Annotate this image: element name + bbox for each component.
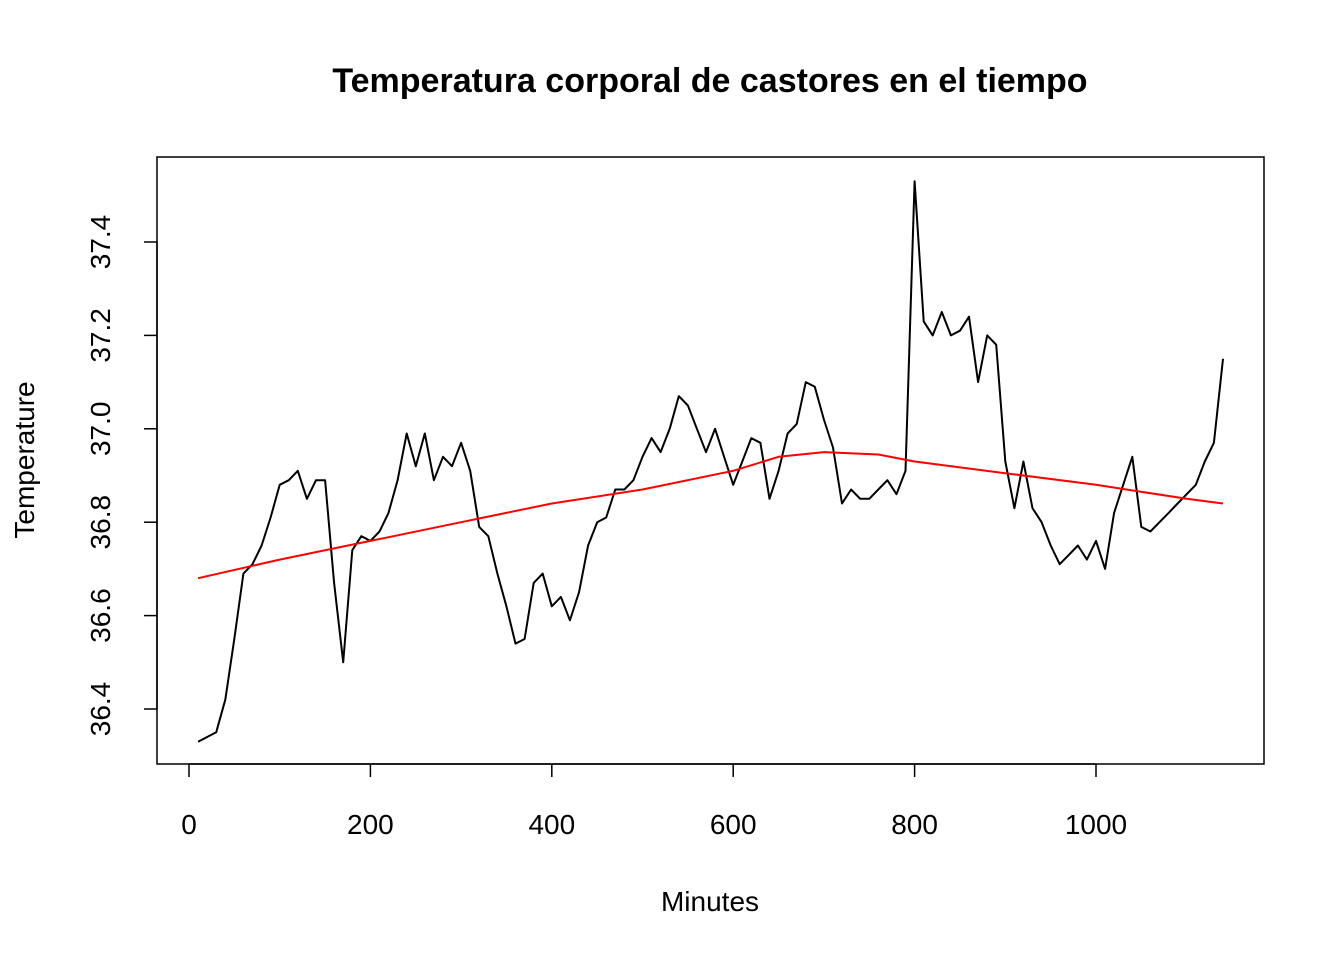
series-group (197, 180, 1224, 743)
y-tick-label: 36.8 (85, 495, 116, 550)
trend-line (197, 451, 1224, 580)
chart-title: Temperatura corporal de castores en el t… (332, 62, 1087, 100)
y-tick-label: 37.2 (85, 308, 116, 363)
x-axis-label: Minutes (661, 886, 759, 917)
x-tick-label: 0 (181, 809, 197, 840)
x-tick-label: 1000 (1065, 809, 1127, 840)
y-tick-label: 37.4 (85, 215, 116, 270)
x-axis: 0 200 400 600 800 1000 (181, 763, 1127, 840)
y-axis: 36.4 36.6 36.8 37.0 37.2 37.4 (85, 215, 158, 737)
plot-frame (156, 156, 1265, 765)
y-tick-label: 36.6 (85, 588, 116, 643)
y-tick-label: 36.4 (85, 682, 116, 737)
y-tick-label: 37.0 (85, 402, 116, 457)
x-tick-label: 800 (891, 809, 938, 840)
y-axis-label: Temperature (9, 381, 40, 538)
x-tick-label: 400 (528, 809, 575, 840)
x-tick-label: 600 (710, 809, 757, 840)
temperature-line (197, 180, 1224, 743)
x-tick-label: 200 (347, 809, 394, 840)
